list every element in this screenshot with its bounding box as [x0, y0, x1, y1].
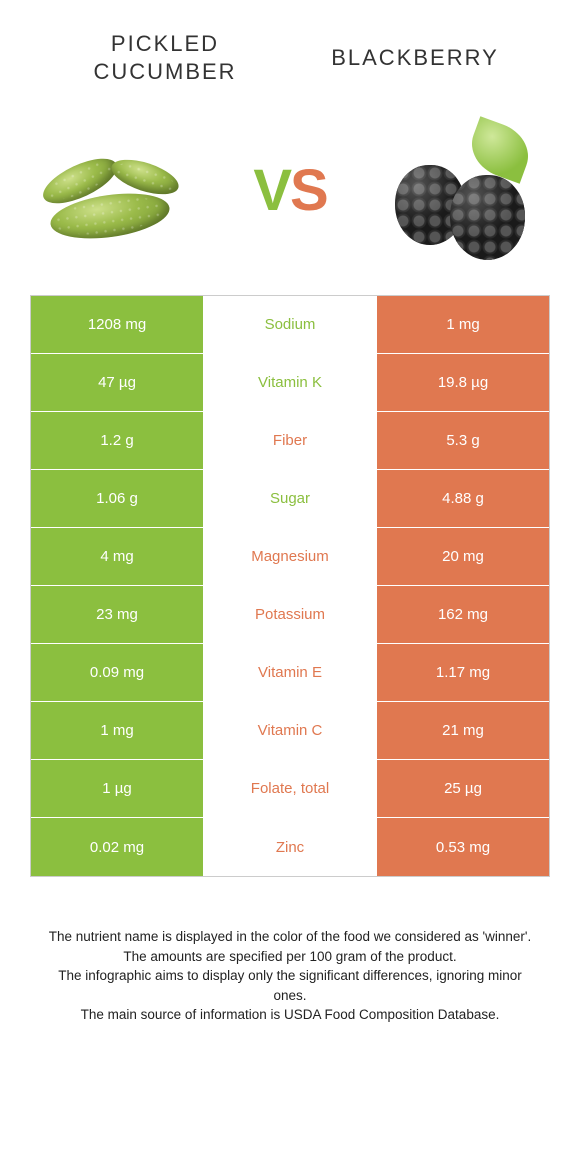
- left-value: 0.09 mg: [31, 644, 203, 701]
- table-row: 1 µgFolate, total25 µg: [31, 760, 549, 818]
- pickled-cucumber-image: [40, 125, 190, 255]
- left-value: 1208 mg: [31, 296, 203, 353]
- right-value: 0.53 mg: [377, 818, 549, 876]
- nutrient-label: Potassium: [203, 586, 377, 643]
- right-value: 21 mg: [377, 702, 549, 759]
- footer-line-4: The main source of information is USDA F…: [40, 1005, 540, 1025]
- vs-s: S: [290, 157, 327, 224]
- nutrient-label: Vitamin K: [203, 354, 377, 411]
- left-value: 0.02 mg: [31, 818, 203, 876]
- table-row: 1 mgVitamin C21 mg: [31, 702, 549, 760]
- nutrient-label: Sugar: [203, 470, 377, 527]
- right-value: 20 mg: [377, 528, 549, 585]
- left-value: 1.2 g: [31, 412, 203, 469]
- table-row: 47 µgVitamin K19.8 µg: [31, 354, 549, 412]
- blackberry-image: [390, 125, 540, 255]
- table-row: 23 mgPotassium162 mg: [31, 586, 549, 644]
- table-row: 0.02 mgZinc0.53 mg: [31, 818, 549, 876]
- nutrient-label: Folate, total: [203, 760, 377, 817]
- table-row: 1.2 gFiber5.3 g: [31, 412, 549, 470]
- left-value: 47 µg: [31, 354, 203, 411]
- left-value: 1 mg: [31, 702, 203, 759]
- header: PICKLED CUCUMBER BLACKBERRY: [0, 0, 580, 95]
- right-value: 162 mg: [377, 586, 549, 643]
- footer-notes: The nutrient name is displayed in the co…: [0, 877, 580, 1025]
- right-value: 1.17 mg: [377, 644, 549, 701]
- nutrient-label: Vitamin C: [203, 702, 377, 759]
- table-row: 1.06 gSugar4.88 g: [31, 470, 549, 528]
- vs-label: VS: [253, 157, 326, 224]
- table-row: 1208 mgSodium1 mg: [31, 296, 549, 354]
- nutrient-label: Fiber: [203, 412, 377, 469]
- right-value: 19.8 µg: [377, 354, 549, 411]
- table-row: 0.09 mgVitamin E1.17 mg: [31, 644, 549, 702]
- right-value: 4.88 g: [377, 470, 549, 527]
- nutrient-label: Sodium: [203, 296, 377, 353]
- right-value: 5.3 g: [377, 412, 549, 469]
- footer-line-2: The amounts are specified per 100 gram o…: [40, 947, 540, 967]
- right-value: 25 µg: [377, 760, 549, 817]
- footer-line-3: The infographic aims to display only the…: [40, 966, 540, 1005]
- left-food-title: PICKLED CUCUMBER: [40, 30, 290, 85]
- left-value: 4 mg: [31, 528, 203, 585]
- right-value: 1 mg: [377, 296, 549, 353]
- vs-v: V: [253, 157, 290, 224]
- left-value: 1.06 g: [31, 470, 203, 527]
- nutrient-label: Magnesium: [203, 528, 377, 585]
- nutrient-label: Vitamin E: [203, 644, 377, 701]
- left-value: 23 mg: [31, 586, 203, 643]
- nutrient-label: Zinc: [203, 818, 377, 876]
- nutrient-table: 1208 mgSodium1 mg47 µgVitamin K19.8 µg1.…: [30, 295, 550, 877]
- table-row: 4 mgMagnesium20 mg: [31, 528, 549, 586]
- images-row: VS: [0, 95, 580, 295]
- left-value: 1 µg: [31, 760, 203, 817]
- right-food-title: BLACKBERRY: [290, 30, 540, 85]
- footer-line-1: The nutrient name is displayed in the co…: [40, 927, 540, 947]
